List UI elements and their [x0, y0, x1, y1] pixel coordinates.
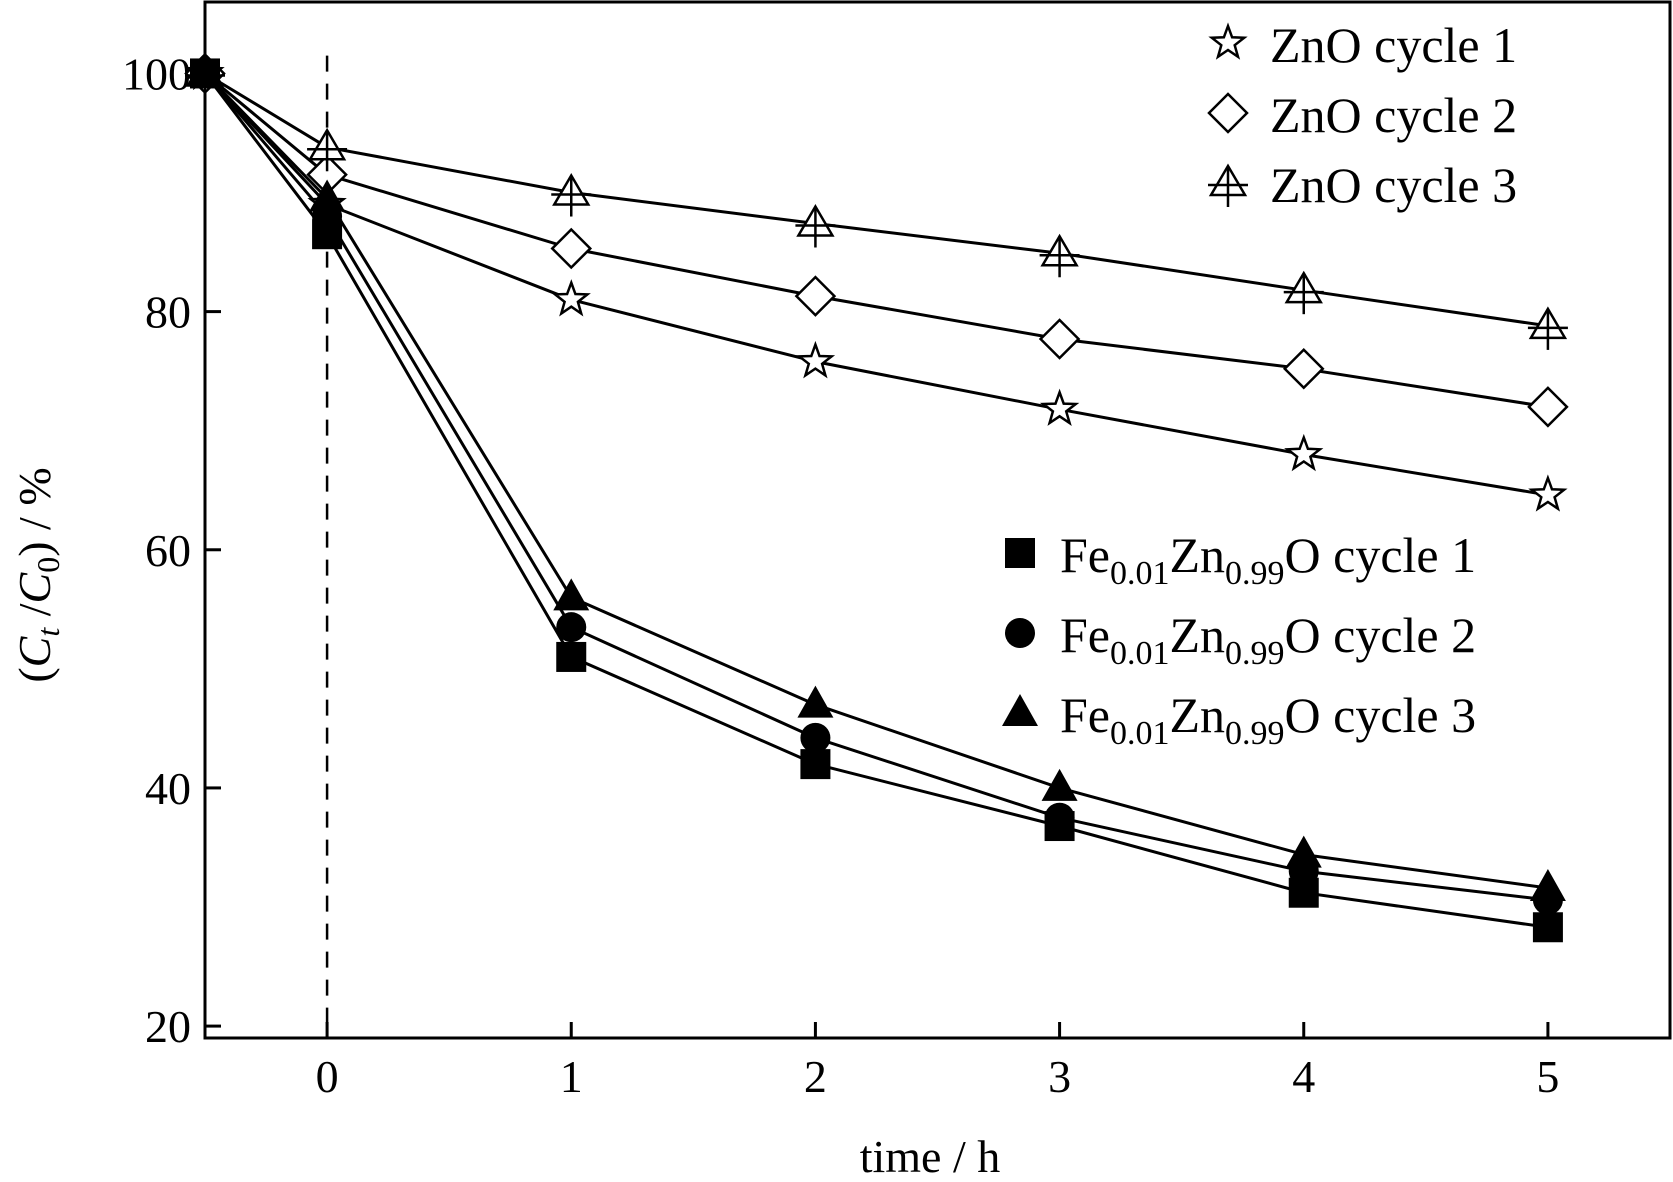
data-point-zno1: [1039, 388, 1080, 426]
plot-frame: [203, 0, 1672, 1040]
data-point-fe3: [1285, 835, 1322, 868]
data-point-zno2: [1527, 386, 1569, 428]
legend-marker-fe3: [1002, 694, 1038, 726]
legend-marker-zno1: [1208, 22, 1248, 60]
data-point-fe3: [1529, 868, 1566, 901]
y-axis-unit: / %: [9, 467, 60, 541]
legend-label-zno1: ZnO cycle 1: [1270, 17, 1517, 73]
x-axis-title: time / h: [860, 1131, 1001, 1182]
legend-label-fe3: Fe0.01Zn0.99O cycle 3: [1060, 687, 1476, 752]
legend-marker-fe2: [1005, 618, 1035, 648]
data-point-zno1: [1284, 433, 1324, 472]
data-point-zno3: [1527, 306, 1568, 350]
legend-zno: ZnO cycle 1 ZnO cycle 2 ZnO cycle 3: [1207, 17, 1517, 213]
data-point-fe1: [1532, 912, 1563, 943]
data-point-zno3: [307, 127, 348, 172]
x-tick-label: 1: [560, 1051, 583, 1102]
data-point-zno3: [1039, 233, 1080, 278]
data-point-fe2: [800, 722, 831, 753]
x-tick-label: 3: [1048, 1051, 1071, 1102]
legend-label-zno2: ZnO cycle 2: [1270, 87, 1517, 143]
y-axis-paren-open: (: [9, 667, 60, 682]
data-point-zno3: [551, 173, 592, 217]
data-point-zno2: [1038, 318, 1081, 360]
legend-marker-zno2: [1207, 92, 1249, 134]
data-point-fe3: [187, 54, 223, 87]
legend-marker-fe1: [1005, 538, 1035, 568]
y-tick-label: 20: [145, 1001, 191, 1052]
y-axis-slash: /: [9, 603, 60, 628]
y-tick-label: 60: [145, 525, 191, 576]
data-point-zno2: [550, 227, 593, 270]
y-axis-title: (Ct /C0) / %: [9, 467, 66, 682]
series-markers: [184, 52, 1569, 943]
legend-label-fe2: Fe0.01Zn0.99O cycle 2: [1060, 607, 1476, 672]
data-point-zno1: [551, 279, 591, 317]
data-point-fe3: [1041, 768, 1078, 801]
data-point-fe2: [556, 612, 587, 643]
x-tick-label: 4: [1292, 1051, 1315, 1102]
x-tick-label: 5: [1536, 1051, 1559, 1102]
y-axis-sub-t: t: [30, 627, 66, 637]
data-point-zno1: [795, 340, 836, 379]
y-axis-paren-close: ): [9, 541, 60, 556]
data-point-fe1: [556, 641, 587, 672]
y-axis-c-0: C: [9, 571, 60, 603]
data-point-zno3: [1283, 270, 1324, 315]
data-point-zno1: [1528, 474, 1568, 512]
y-tick-label: 40: [145, 763, 191, 814]
axis-ticks: 0 1 2 3 4 5 20 40 60 80 100: [122, 48, 1559, 1102]
legend-fe: Fe0.01Zn0.99O cycle 1 Fe0.01Zn0.99O cycle…: [1002, 527, 1476, 752]
data-point-fe1: [800, 749, 831, 780]
data-point-fe3: [797, 685, 834, 718]
y-axis-c-t: C: [9, 635, 60, 667]
legend-marker-zno3: [1208, 163, 1248, 207]
data-point-fe3: [309, 179, 346, 212]
legend-label-zno3: ZnO cycle 3: [1270, 157, 1517, 213]
y-tick-label: 100: [122, 48, 191, 99]
legend-label-fe1: Fe0.01Zn0.99O cycle 1: [1060, 527, 1476, 592]
data-point-zno3: [795, 204, 836, 248]
data-point-fe2: [1044, 802, 1075, 833]
x-tick-label: 2: [804, 1051, 827, 1102]
y-axis-sub-0: 0: [30, 557, 66, 573]
x-tick-label: 0: [316, 1051, 339, 1102]
data-point-zno2: [1282, 348, 1325, 390]
data-point-zno2: [794, 275, 837, 317]
y-tick-label: 80: [145, 287, 191, 338]
data-point-fe3: [553, 578, 590, 611]
